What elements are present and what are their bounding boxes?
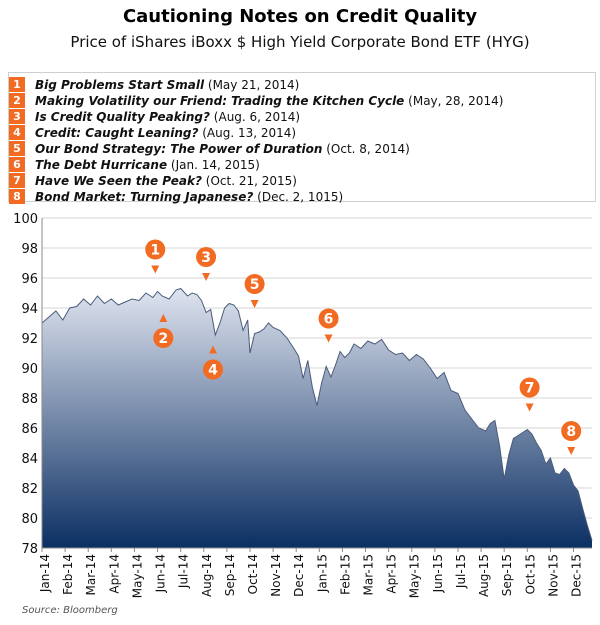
note-item: 5 Our Bond Strategy: The Power of Durati… (9, 141, 410, 156)
note-date: (Oct. 8, 2014) (326, 141, 410, 156)
annotation-label: 7 (525, 381, 535, 397)
y-tick-label: 94 (21, 302, 38, 317)
note-number: 2 (9, 93, 25, 108)
x-tick-label: May-14 (130, 554, 144, 598)
annotation-label: 5 (250, 277, 260, 293)
note-number: 8 (9, 189, 25, 204)
annotation-arrow (250, 300, 259, 308)
note-date: (May, 28, 2014) (408, 93, 504, 108)
x-tick-label: Aug-15 (477, 554, 491, 597)
annotation-marker (318, 308, 339, 329)
note-item: 6 The Debt Hurricane (Jan. 14, 2015) (9, 157, 260, 172)
x-tick-label: Nov-14 (269, 554, 283, 597)
x-tick-label: Apr-14 (107, 554, 121, 594)
annotation-arrow (202, 273, 211, 281)
note-item: 1 Big Problems Start Small (May 21, 2014… (9, 77, 299, 92)
y-tick-label: 82 (21, 482, 38, 497)
source-note: Source: Bloomberg (22, 605, 118, 616)
x-tick-label: Mar-15 (362, 554, 376, 595)
chart-subtitle: Price of iShares iBoxx $ High Yield Corp… (70, 33, 530, 51)
price-area (42, 288, 592, 548)
annotation-marker (244, 274, 265, 294)
note-item: 3 Is Credit Quality Peaking? (Aug. 6, 20… (9, 109, 300, 124)
note-date: (Jan. 14, 2015) (170, 157, 260, 172)
x-tick-label: Mar-14 (84, 554, 98, 595)
annotation-arrow (525, 403, 534, 412)
y-tick-label: 100 (13, 212, 38, 227)
note-number: 5 (9, 141, 25, 156)
y-tick-label: 86 (21, 422, 38, 437)
annotation-marker (196, 247, 217, 267)
annotation-label: 2 (158, 331, 168, 347)
note-title: Making Volatility our Friend: Trading th… (35, 93, 405, 108)
note-title: Bond Market: Turning Japanese? (35, 189, 254, 204)
x-tick-label: Jul-15 (454, 554, 468, 589)
note-item: 2 Making Volatility our Friend: Trading … (9, 93, 503, 108)
annotation-marker (153, 328, 174, 348)
x-tick-label: Oct-14 (246, 554, 260, 594)
annotation-arrow (209, 345, 218, 354)
note-title: Our Bond Strategy: The Power of Duration (35, 141, 323, 156)
annotation-arrow (324, 334, 333, 343)
note-number: 4 (9, 125, 25, 140)
x-tick-label: Jan-14 (38, 554, 52, 593)
annotation-label: 3 (201, 250, 211, 266)
annotation-marker (203, 359, 224, 380)
note-title: Credit: Caught Leaning? (35, 125, 199, 140)
note-item: 4 Credit: Caught Leaning? (Aug. 13, 2014… (9, 125, 296, 140)
note-number: 7 (9, 173, 25, 188)
x-tick-label: Dec-14 (292, 554, 306, 597)
note-number: 6 (9, 157, 25, 172)
note-date: (Dec. 2, 1015) (257, 189, 344, 204)
x-tick-label: Sep-14 (223, 554, 237, 596)
annotation-arrow (567, 447, 576, 455)
annotation-label: 6 (324, 312, 334, 328)
chart-title: Cautioning Notes on Credit Quality (122, 6, 478, 27)
note-date: (Aug. 13, 2014) (202, 125, 297, 140)
annotation-arrow (151, 265, 160, 274)
note-date: (May 21, 2014) (207, 77, 300, 92)
note-title: Is Credit Quality Peaking? (35, 109, 210, 124)
annotation-arrow (159, 314, 168, 322)
x-tick-label: Sep-15 (500, 554, 514, 596)
x-tick-label: Oct-15 (523, 554, 537, 594)
y-tick-label: 92 (21, 332, 38, 347)
note-item: 8 Bond Market: Turning Japanese? (Dec. 2… (9, 189, 343, 204)
price-line (41, 287, 593, 541)
y-tick-label: 80 (21, 512, 38, 527)
x-tick-label: Jun-14 (154, 554, 168, 593)
note-item: 7 Have We Seen the Peak? (Oct. 21, 2015) (9, 173, 297, 188)
x-tick-label: Jan-15 (315, 554, 329, 593)
x-tick-label: Jun-15 (431, 554, 445, 593)
note-number: 3 (9, 109, 25, 124)
x-tick-label: Feb-15 (338, 554, 352, 595)
x-tick-label: May-15 (408, 554, 422, 598)
y-tick-label: 90 (21, 362, 38, 377)
x-tick-label: Jul-14 (177, 554, 191, 589)
y-tick-label: 96 (21, 272, 38, 287)
annotation-label: 4 (208, 363, 218, 379)
annotation-marker (561, 421, 582, 441)
note-title: Have We Seen the Peak? (35, 173, 202, 188)
annotation-marker (519, 377, 540, 398)
x-tick-label: Dec-15 (570, 554, 584, 597)
note-date: (Aug. 6, 2014) (213, 109, 301, 124)
notes-legend: 1 Big Problems Start Small (May 21, 2014… (8, 72, 596, 204)
note-title: Big Problems Start Small (35, 77, 205, 92)
note-date: (Oct. 21, 2015) (205, 173, 297, 188)
annotation-marker (145, 239, 166, 260)
y-tick-label: 78 (21, 542, 38, 557)
y-tick-label: 84 (21, 452, 38, 467)
note-title: The Debt Hurricane (35, 157, 168, 172)
x-tick-label: Apr-15 (385, 554, 399, 594)
annotation-label: 1 (150, 243, 160, 259)
y-tick-label: 98 (21, 242, 38, 257)
y-tick-label: 88 (21, 392, 38, 407)
note-number: 1 (9, 77, 25, 92)
x-tick-label: Aug-14 (200, 554, 214, 597)
x-tick-label: Nov-15 (546, 554, 560, 597)
x-tick-label: Feb-14 (61, 554, 75, 595)
annotation-label: 8 (566, 424, 576, 440)
